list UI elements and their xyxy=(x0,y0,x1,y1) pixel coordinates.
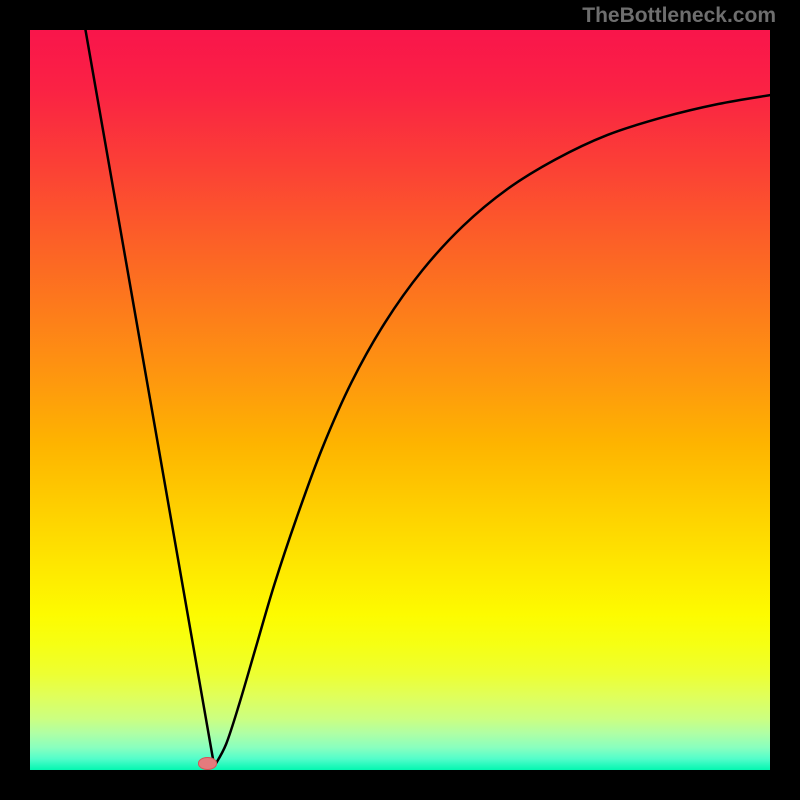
gradient-background xyxy=(30,30,770,770)
minimum-marker xyxy=(198,757,217,770)
plot-area xyxy=(30,30,770,770)
watermark-text: TheBottleneck.com xyxy=(582,4,776,28)
chart-container: TheBottleneck.com xyxy=(0,0,800,800)
